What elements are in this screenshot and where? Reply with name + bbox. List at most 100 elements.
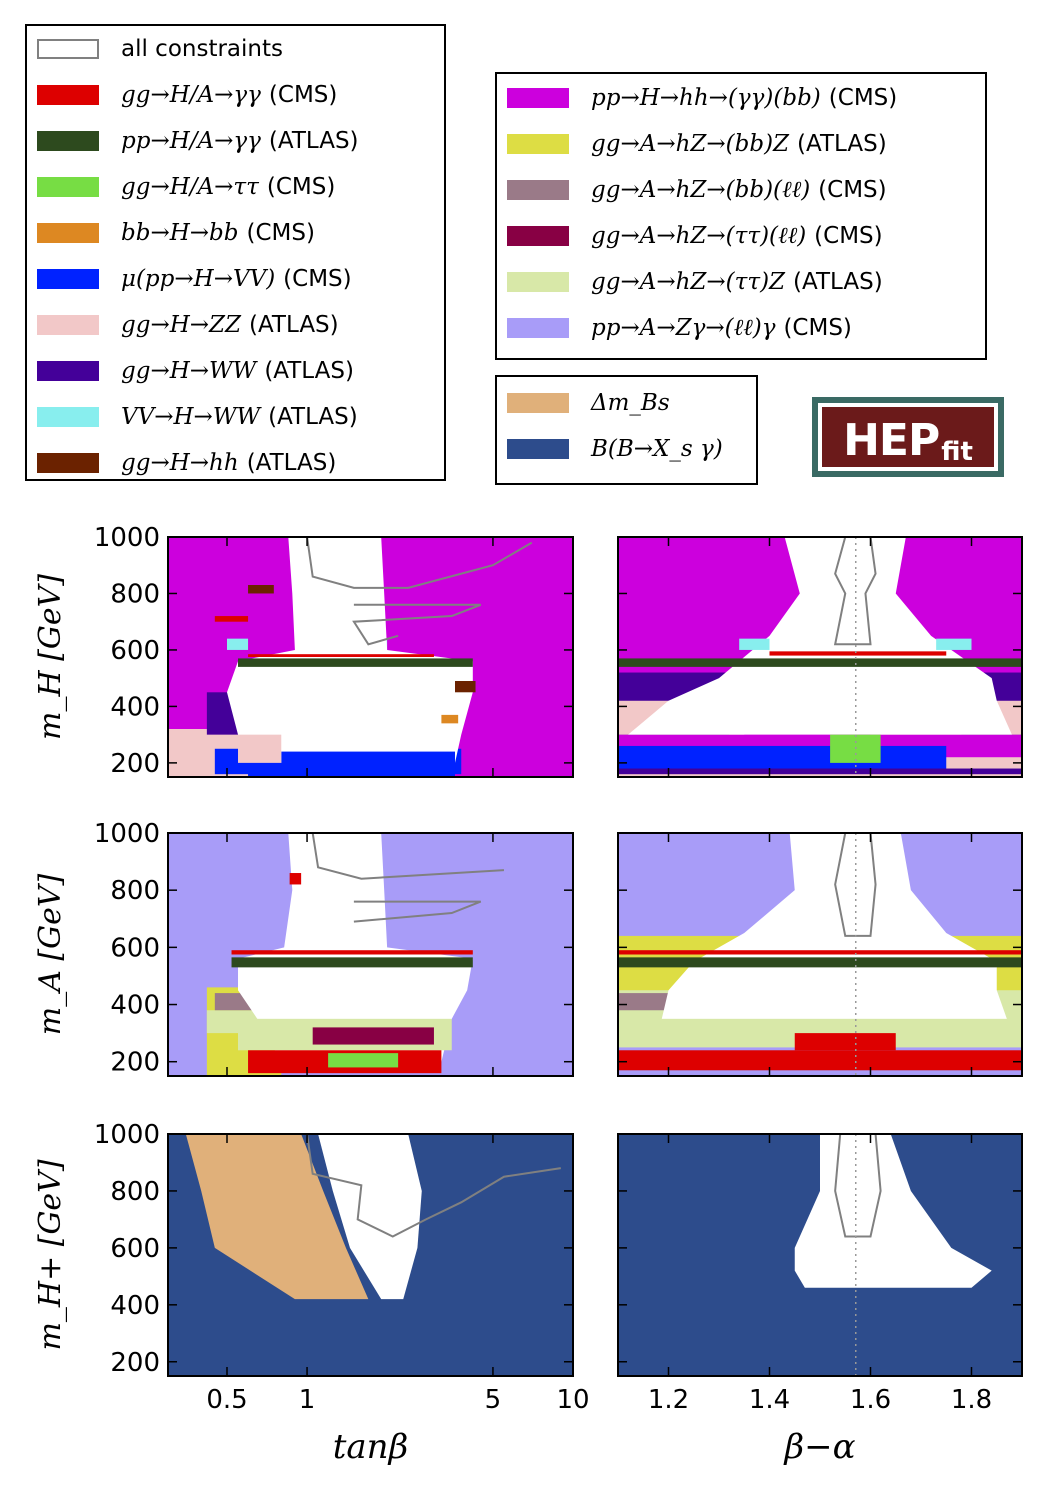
y-tick-label: 400 [110,1291,160,1321]
legend-experiment: (ATLAS) [249,312,339,338]
y-tick-label: 1000 [94,1120,160,1150]
legend-item: VV→H→WW (ATLAS) [37,402,358,432]
legend-experiment: (CMS) [783,315,852,341]
exclusion-band [289,873,302,885]
legend-swatch [37,85,99,105]
legend-item: μ(pp→H→VV) (CMS) [37,264,352,294]
exclusion-band [231,950,473,955]
legend-item: gg→H→hh (ATLAS) [37,448,336,478]
x-tick-label: 0.5 [206,1385,247,1415]
panel-mHp-ba [618,1134,1022,1376]
legend-label: μ(pp→H→VV) [121,266,276,292]
all-constraints-contour [834,1134,882,1238]
legend-item: gg→A→hZ→(bb)Z (ATLAS) [507,129,887,159]
legend-label: gg→A→hZ→(bb)Z [591,131,790,157]
x-tick-label: 1 [299,1385,316,1415]
legend-label: gg→A→hZ→(ττ)(ℓℓ) [591,223,807,249]
legend-swatch [507,272,569,292]
legend-label: gg→H/A→γγ [121,82,261,108]
exclusion-band [618,745,947,772]
y-tick-label: 400 [110,991,160,1021]
legend-experiment: (ATLAS) [268,128,359,154]
y-axis-label: m_H [GeV] [33,574,68,740]
panel-mA-tanb [168,833,573,1076]
legend-item: bb→H→bb (CMS) [37,218,315,248]
allowed-region [238,833,473,1062]
legend-item: Δm_Bs [507,388,670,418]
exclusion-band [769,651,947,656]
legend-label: pp→H→hh→(γγ)(bb) [591,85,821,111]
legend-item: all constraints [37,34,283,64]
exclusion-band [739,638,770,650]
region-pp-HA-gamgam [238,658,473,667]
legend-item: gg→H/A→ττ (CMS) [37,172,335,202]
exclusion-band [455,681,476,693]
x-tick-label: 1.4 [749,1385,790,1415]
panel-mHp-tanb [168,1134,573,1376]
y-tick-label: 600 [110,1234,160,1264]
x-axis-label-left: tanβ [333,1427,409,1467]
y-tick-label: 600 [110,933,160,963]
y-tick-label: 1000 [94,819,160,849]
legend-label: gg→H/A→ττ [121,174,259,200]
panel-frame [617,832,1023,1077]
legend-item: pp→H/A→γγ (ATLAS) [37,126,359,156]
legend-item: gg→A→hZ→(ττ)(ℓℓ) (CMS) [507,221,883,251]
legend-label: gg→A→hZ→(bb)(ℓℓ) [591,177,811,203]
x-tick-label: 10 [556,1385,589,1415]
legend-swatch [507,134,569,154]
legend-item: gg→H→ZZ (ATLAS) [37,310,339,340]
allowed-region [658,833,1012,1034]
y-tick-label: 800 [110,579,160,609]
x-axis-label-right: β−α [782,1427,855,1467]
legend-experiment: (CMS) [818,177,887,203]
legend-experiment: (CMS) [814,223,883,249]
logo-main-text: HEP [843,415,940,466]
legend-item: gg→A→hZ→(ττ)Z (ATLAS) [507,267,883,297]
all-constraints-contour [306,537,533,646]
panel-frame [617,1133,1023,1377]
legend-swatch [37,453,99,473]
y-tick-label: 400 [110,692,160,722]
legend-item: gg→A→hZ→(bb)(ℓℓ) (CMS) [507,175,887,205]
y-axis-label: m_A [GeV] [33,873,68,1035]
legend-label: pp→A→Zγ→(ℓℓ)γ [591,315,776,341]
legend-experiment: (ATLAS) [793,269,883,295]
x-tick-label: 1.2 [648,1385,689,1415]
allowed-region [628,537,1012,735]
legend-label: Δm_Bs [591,390,670,416]
allowed-region [226,537,473,763]
legend-swatch [37,131,99,151]
legend-left: all constraints gg→H/A→γγ (CMS) pp→H/A→γγ (A… [25,24,446,481]
exclusion-band [231,957,473,968]
region-gg-A-hZ-tautaull [312,1027,434,1045]
legend-swatch [37,177,99,197]
legend-experiment: (CMS) [246,220,315,246]
legend-experiment: (ATLAS) [246,450,337,476]
legend-label: all constraints [121,36,283,62]
y-tick-label: 800 [110,876,160,906]
region-delta-mBs [185,1134,369,1300]
region-VV-H-WW [226,638,249,650]
panel-frame [617,536,1023,778]
legend-swatch [507,180,569,200]
legend-label: gg→H→WW [121,358,257,384]
exclusion-band [328,1053,399,1068]
legend-item: pp→H→hh→(γγ)(bb) (CMS) [507,83,897,113]
panel-frame [167,1133,574,1377]
exclusion-band [794,1033,896,1051]
legend-experiment: (CMS) [828,85,898,111]
exclusion-band [214,616,249,622]
panel-mA-ba [618,833,1022,1076]
all-constraints-contour [834,833,877,937]
exclusion-band [618,950,1022,955]
legend-swatch [507,439,569,459]
y-tick-label: 800 [110,1177,160,1207]
all-constraints-contour [311,833,505,923]
panel-frame [167,536,574,778]
legend-swatch [37,361,99,381]
x-tick-label: 1.8 [951,1385,992,1415]
legend-label: gg→A→hZ→(ττ)Z [591,269,786,295]
allowed-region [318,1134,422,1300]
